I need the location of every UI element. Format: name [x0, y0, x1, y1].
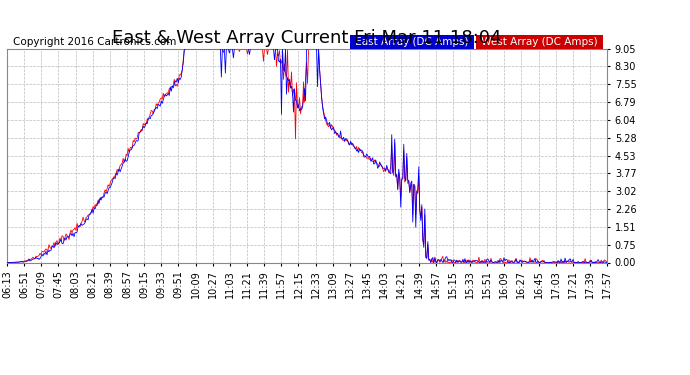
Text: Copyright 2016 Cartronics.com: Copyright 2016 Cartronics.com [13, 37, 176, 46]
Text: West Array (DC Amps): West Array (DC Amps) [478, 37, 601, 46]
Title: East & West Array Current Fri Mar 11 18:04: East & West Array Current Fri Mar 11 18:… [112, 29, 502, 47]
Text: East Array (DC Amps): East Array (DC Amps) [352, 37, 472, 46]
